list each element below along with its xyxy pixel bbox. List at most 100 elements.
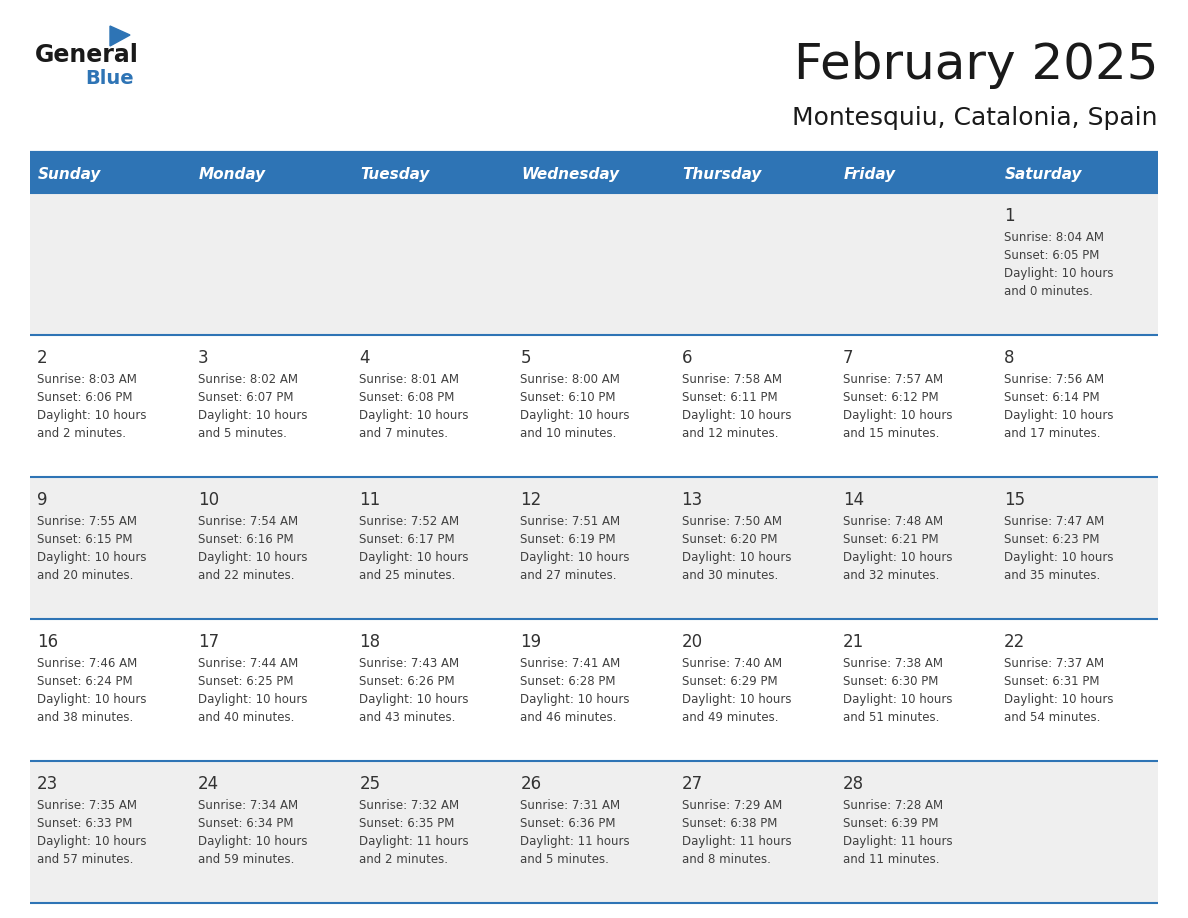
Text: and 35 minutes.: and 35 minutes. <box>1004 569 1100 582</box>
Text: and 30 minutes.: and 30 minutes. <box>682 569 778 582</box>
Text: Sunrise: 7:29 AM: Sunrise: 7:29 AM <box>682 799 782 812</box>
Bar <box>30 155 1158 193</box>
Text: 18: 18 <box>359 633 380 651</box>
Bar <box>30 335 1158 477</box>
Text: Sunset: 6:16 PM: Sunset: 6:16 PM <box>198 533 293 546</box>
Text: Thursday: Thursday <box>683 166 762 182</box>
Text: Sunset: 6:06 PM: Sunset: 6:06 PM <box>37 391 133 404</box>
Text: and 40 minutes.: and 40 minutes. <box>198 711 295 724</box>
Text: Daylight: 10 hours: Daylight: 10 hours <box>359 551 469 564</box>
Text: Daylight: 10 hours: Daylight: 10 hours <box>842 693 953 706</box>
Text: 4: 4 <box>359 349 369 367</box>
Text: Sunset: 6:23 PM: Sunset: 6:23 PM <box>1004 533 1099 546</box>
Text: Sunset: 6:08 PM: Sunset: 6:08 PM <box>359 391 455 404</box>
Text: Sunrise: 8:02 AM: Sunrise: 8:02 AM <box>198 373 298 386</box>
Text: Sunrise: 7:34 AM: Sunrise: 7:34 AM <box>198 799 298 812</box>
Text: and 59 minutes.: and 59 minutes. <box>198 853 295 866</box>
Text: and 38 minutes.: and 38 minutes. <box>37 711 133 724</box>
Text: Sunset: 6:25 PM: Sunset: 6:25 PM <box>198 675 293 688</box>
Bar <box>30 761 1158 903</box>
Text: Sunrise: 8:00 AM: Sunrise: 8:00 AM <box>520 373 620 386</box>
Text: 28: 28 <box>842 775 864 793</box>
Text: 8: 8 <box>1004 349 1015 367</box>
Text: Sunset: 6:24 PM: Sunset: 6:24 PM <box>37 675 133 688</box>
Text: 19: 19 <box>520 633 542 651</box>
Text: Sunset: 6:30 PM: Sunset: 6:30 PM <box>842 675 939 688</box>
Text: Sunrise: 7:55 AM: Sunrise: 7:55 AM <box>37 515 137 528</box>
Text: and 5 minutes.: and 5 minutes. <box>198 427 287 440</box>
Text: and 12 minutes.: and 12 minutes. <box>682 427 778 440</box>
Text: Sunrise: 7:58 AM: Sunrise: 7:58 AM <box>682 373 782 386</box>
Text: 16: 16 <box>37 633 58 651</box>
Text: Daylight: 11 hours: Daylight: 11 hours <box>359 835 469 848</box>
Text: Sunset: 6:28 PM: Sunset: 6:28 PM <box>520 675 615 688</box>
Text: 14: 14 <box>842 491 864 509</box>
Text: Sunset: 6:33 PM: Sunset: 6:33 PM <box>37 817 132 830</box>
Text: Daylight: 10 hours: Daylight: 10 hours <box>842 551 953 564</box>
Text: Daylight: 10 hours: Daylight: 10 hours <box>359 409 469 422</box>
Text: 22: 22 <box>1004 633 1025 651</box>
Text: and 49 minutes.: and 49 minutes. <box>682 711 778 724</box>
Text: 5: 5 <box>520 349 531 367</box>
Text: Daylight: 10 hours: Daylight: 10 hours <box>520 409 630 422</box>
Text: Sunrise: 7:52 AM: Sunrise: 7:52 AM <box>359 515 460 528</box>
Polygon shape <box>110 26 129 46</box>
Text: Sunset: 6:36 PM: Sunset: 6:36 PM <box>520 817 615 830</box>
Text: Sunrise: 7:57 AM: Sunrise: 7:57 AM <box>842 373 943 386</box>
Text: Sunrise: 8:03 AM: Sunrise: 8:03 AM <box>37 373 137 386</box>
Text: and 51 minutes.: and 51 minutes. <box>842 711 939 724</box>
Text: Sunrise: 7:54 AM: Sunrise: 7:54 AM <box>198 515 298 528</box>
Text: 9: 9 <box>37 491 48 509</box>
Text: Daylight: 11 hours: Daylight: 11 hours <box>842 835 953 848</box>
Text: Sunset: 6:26 PM: Sunset: 6:26 PM <box>359 675 455 688</box>
Text: and 57 minutes.: and 57 minutes. <box>37 853 133 866</box>
Text: Sunrise: 7:50 AM: Sunrise: 7:50 AM <box>682 515 782 528</box>
Text: 23: 23 <box>37 775 58 793</box>
Text: Sunset: 6:15 PM: Sunset: 6:15 PM <box>37 533 133 546</box>
Text: Sunset: 6:10 PM: Sunset: 6:10 PM <box>520 391 615 404</box>
Text: and 0 minutes.: and 0 minutes. <box>1004 285 1093 298</box>
Bar <box>30 477 1158 619</box>
Text: Sunset: 6:11 PM: Sunset: 6:11 PM <box>682 391 777 404</box>
Text: Sunrise: 7:38 AM: Sunrise: 7:38 AM <box>842 657 943 670</box>
Text: Sunset: 6:05 PM: Sunset: 6:05 PM <box>1004 249 1099 262</box>
Text: 11: 11 <box>359 491 380 509</box>
Bar <box>30 619 1158 761</box>
Text: Sunset: 6:17 PM: Sunset: 6:17 PM <box>359 533 455 546</box>
Text: 24: 24 <box>198 775 220 793</box>
Text: Daylight: 10 hours: Daylight: 10 hours <box>198 409 308 422</box>
Text: Sunrise: 7:35 AM: Sunrise: 7:35 AM <box>37 799 137 812</box>
Text: and 10 minutes.: and 10 minutes. <box>520 427 617 440</box>
Text: and 15 minutes.: and 15 minutes. <box>842 427 939 440</box>
Text: 2: 2 <box>37 349 48 367</box>
Text: Sunset: 6:34 PM: Sunset: 6:34 PM <box>198 817 293 830</box>
Text: Sunrise: 7:32 AM: Sunrise: 7:32 AM <box>359 799 460 812</box>
Text: Daylight: 11 hours: Daylight: 11 hours <box>520 835 630 848</box>
Text: Montesquiu, Catalonia, Spain: Montesquiu, Catalonia, Spain <box>792 106 1158 130</box>
Text: Sunset: 6:29 PM: Sunset: 6:29 PM <box>682 675 777 688</box>
Text: Daylight: 10 hours: Daylight: 10 hours <box>37 551 146 564</box>
Text: Sunset: 6:21 PM: Sunset: 6:21 PM <box>842 533 939 546</box>
Text: Sunset: 6:31 PM: Sunset: 6:31 PM <box>1004 675 1099 688</box>
Text: and 46 minutes.: and 46 minutes. <box>520 711 617 724</box>
Text: Sunrise: 7:56 AM: Sunrise: 7:56 AM <box>1004 373 1104 386</box>
Text: Sunrise: 7:43 AM: Sunrise: 7:43 AM <box>359 657 460 670</box>
Text: Daylight: 10 hours: Daylight: 10 hours <box>198 551 308 564</box>
Text: and 8 minutes.: and 8 minutes. <box>682 853 771 866</box>
Text: Sunrise: 7:28 AM: Sunrise: 7:28 AM <box>842 799 943 812</box>
Text: Sunday: Sunday <box>38 166 101 182</box>
Text: 7: 7 <box>842 349 853 367</box>
Text: and 22 minutes.: and 22 minutes. <box>198 569 295 582</box>
Text: Blue: Blue <box>86 69 133 87</box>
Text: Daylight: 10 hours: Daylight: 10 hours <box>1004 551 1113 564</box>
Text: 17: 17 <box>198 633 220 651</box>
Text: and 2 minutes.: and 2 minutes. <box>359 853 448 866</box>
Text: Daylight: 10 hours: Daylight: 10 hours <box>37 693 146 706</box>
Text: Daylight: 11 hours: Daylight: 11 hours <box>682 835 791 848</box>
Text: Saturday: Saturday <box>1005 166 1082 182</box>
Text: and 25 minutes.: and 25 minutes. <box>359 569 456 582</box>
Text: 26: 26 <box>520 775 542 793</box>
Text: Daylight: 10 hours: Daylight: 10 hours <box>1004 267 1113 280</box>
Text: Sunset: 6:39 PM: Sunset: 6:39 PM <box>842 817 939 830</box>
Text: Sunrise: 7:44 AM: Sunrise: 7:44 AM <box>198 657 298 670</box>
